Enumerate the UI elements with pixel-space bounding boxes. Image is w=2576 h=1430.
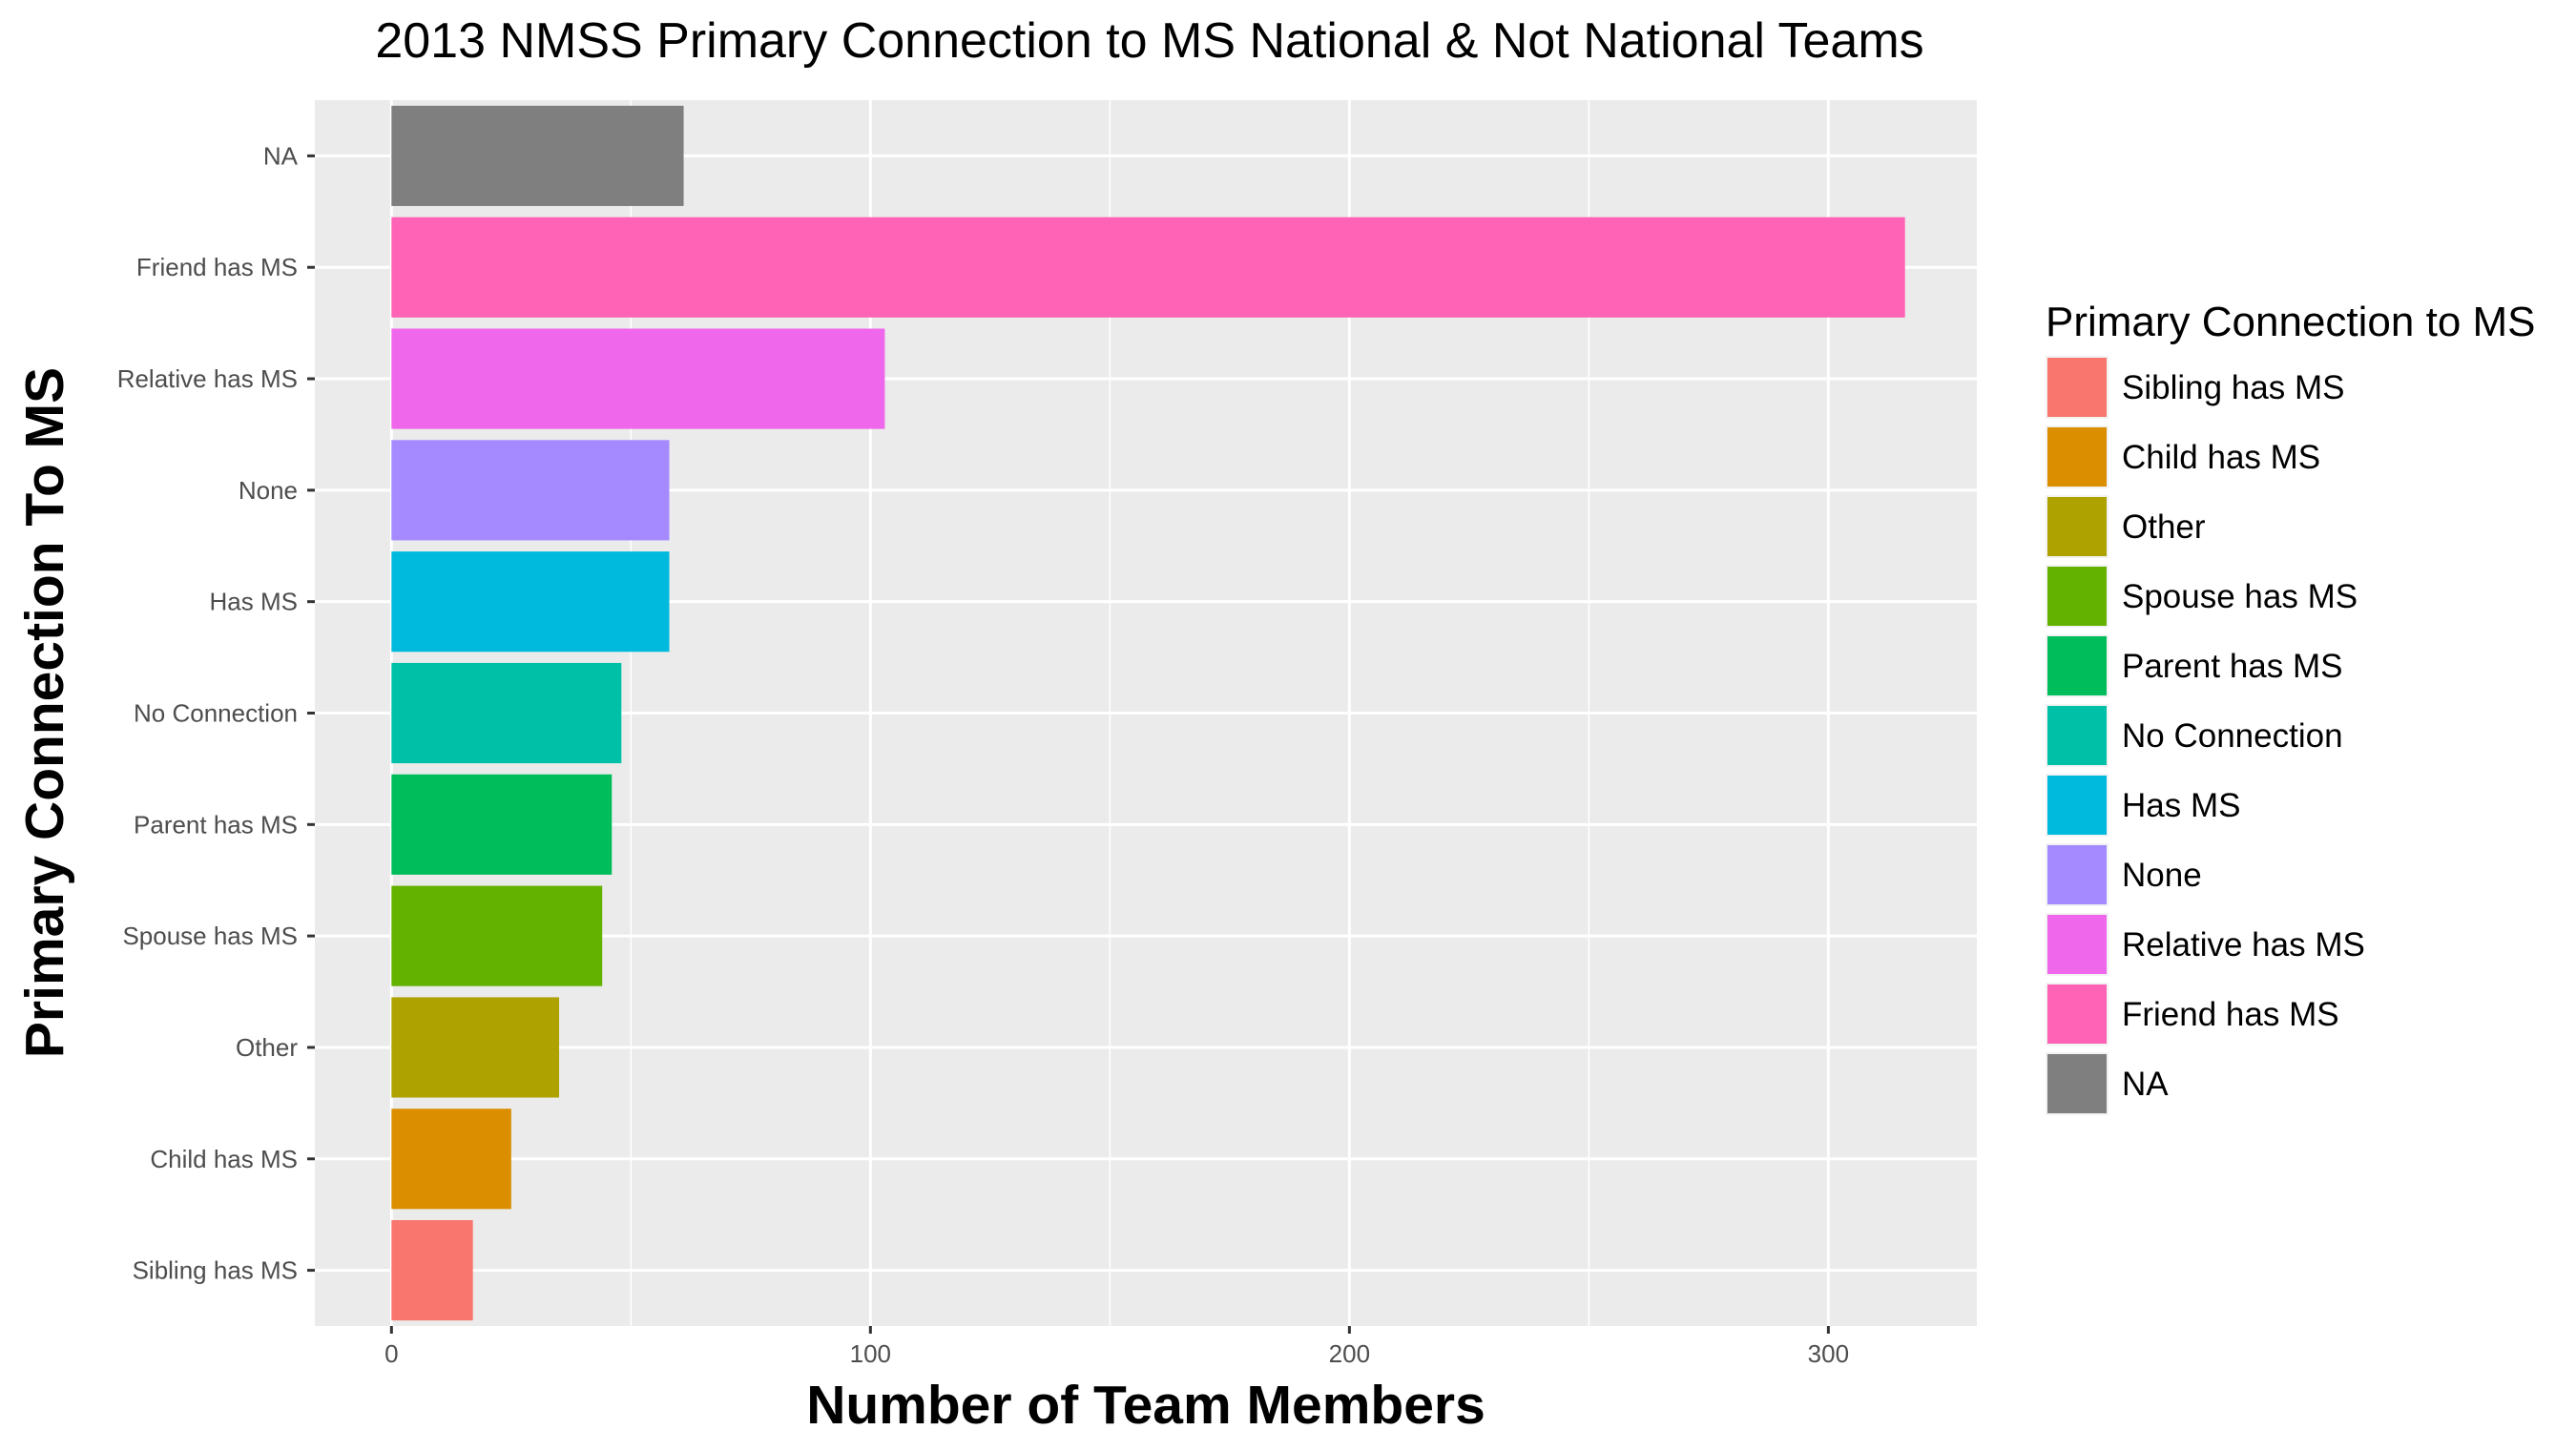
legend-swatch	[2047, 915, 2107, 974]
bar	[391, 551, 670, 653]
bars	[391, 105, 1905, 1321]
legend-swatch	[2047, 776, 2107, 835]
bar	[391, 885, 603, 986]
bar	[391, 774, 613, 875]
legend-swatch	[2047, 497, 2107, 556]
legend-swatch	[2047, 1054, 2107, 1113]
y-axis-title: Primary Connection To MS	[14, 367, 75, 1058]
legend-swatch	[2047, 427, 2107, 487]
bar	[391, 440, 670, 541]
legend-label: Sibling has MS	[2122, 369, 2344, 406]
x-tick-label: 200	[1329, 1339, 1370, 1368]
x-tick-label: 0	[384, 1339, 398, 1368]
y-tick-label: Sibling has MS	[133, 1256, 298, 1285]
legend-swatch	[2047, 706, 2107, 765]
legend-label: Child has MS	[2122, 439, 2320, 476]
y-tick-label: Has MS	[210, 588, 298, 616]
legend-label: Has MS	[2122, 787, 2240, 824]
y-tick-label: NA	[263, 141, 299, 170]
x-axis-title: Number of Team Members	[806, 1375, 1485, 1430]
x-tick-label: 300	[1808, 1339, 1849, 1368]
chart-title: 2013 NMSS Primary Connection to MS Natio…	[375, 13, 1923, 69]
legend-swatch	[2047, 636, 2107, 695]
bar	[391, 1109, 511, 1210]
legend-items: Sibling has MS Child has MS Other Spouse ha…	[2046, 356, 2365, 1115]
x-tick-label: 100	[850, 1339, 891, 1368]
y-tick-label: Other	[236, 1033, 298, 1062]
legend-label: None	[2122, 857, 2202, 894]
bar	[391, 328, 885, 429]
y-tick-label: No Connection	[134, 699, 298, 728]
y-tick-label: Spouse has MS	[122, 922, 298, 950]
legend-label: No Connection	[2122, 717, 2343, 755]
legend-label: Friend has MS	[2122, 996, 2339, 1033]
legend: Primary Connection to MS Sibling has MS C…	[2046, 299, 2536, 1115]
y-tick-label: Child has MS	[150, 1145, 298, 1173]
y-tick-label: Relative has MS	[117, 364, 298, 393]
x-axis-ticks: 0 100 200 300	[384, 1326, 1849, 1368]
bar	[391, 662, 622, 764]
legend-label: Other	[2122, 508, 2206, 546]
legend-swatch	[2047, 984, 2107, 1044]
legend-label: Parent has MS	[2122, 648, 2343, 685]
y-tick-label: Friend has MS	[136, 253, 298, 281]
bar	[391, 997, 560, 1098]
legend-label: Spouse has MS	[2122, 578, 2358, 615]
bar	[391, 217, 1905, 318]
y-tick-label: Parent has MS	[134, 810, 298, 839]
legend-label: NA	[2122, 1066, 2169, 1103]
bar	[391, 1220, 473, 1321]
legend-swatch	[2047, 358, 2107, 417]
legend-swatch	[2047, 567, 2107, 626]
bar	[391, 105, 684, 206]
y-tick-label: None	[239, 476, 298, 505]
legend-label: Relative has MS	[2122, 926, 2365, 964]
y-axis-ticks: Sibling has MS Child has MS Other Spouse ha…	[117, 141, 315, 1285]
legend-title: Primary Connection to MS	[2046, 299, 2536, 345]
legend-swatch	[2047, 845, 2107, 904]
